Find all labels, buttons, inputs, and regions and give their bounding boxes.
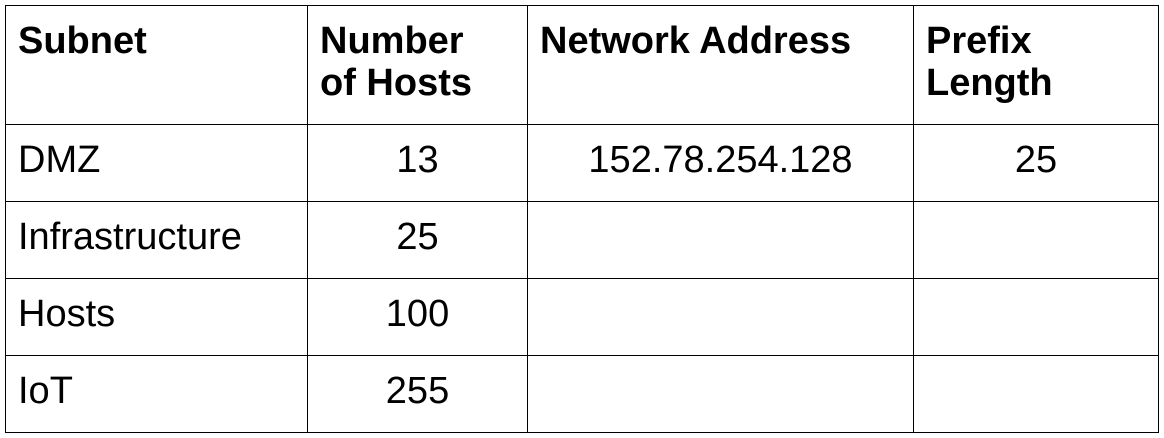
cell-hosts: 13 xyxy=(307,124,528,202)
cell-hosts: 25 xyxy=(307,201,528,279)
table-row: IoT 255 xyxy=(5,355,1159,433)
table-row: Hosts 100 xyxy=(5,278,1159,356)
header-hosts-line-1: Number xyxy=(320,20,464,62)
cell-prefix-length xyxy=(913,278,1159,356)
cell-prefix-length xyxy=(913,355,1159,433)
cell-network-address xyxy=(527,278,914,356)
cell-hosts: 100 xyxy=(307,278,528,356)
header-hosts-line-2: of Hosts xyxy=(320,62,472,104)
header-subnet-label: Subnet xyxy=(18,20,147,62)
cell-prefix-length xyxy=(913,201,1159,279)
cell-subnet: Infrastructure xyxy=(5,201,308,279)
header-network-address: Network Address xyxy=(527,5,914,125)
header-subnet: Subnet xyxy=(5,5,308,125)
header-prefix-line-1: Prefix xyxy=(926,20,1032,62)
subnet-table: Subnet Number of Hosts Network Address P… xyxy=(5,5,1159,433)
cell-subnet: DMZ xyxy=(5,124,308,202)
cell-prefix-length: 25 xyxy=(913,124,1159,202)
header-prefix-length: Prefix Length xyxy=(913,5,1159,125)
cell-subnet: Hosts xyxy=(5,278,308,356)
header-network-label: Network Address xyxy=(540,20,852,62)
table-row: DMZ 13 152.78.254.128 25 xyxy=(5,124,1159,202)
cell-subnet: IoT xyxy=(5,355,308,433)
header-row: Subnet Number of Hosts Network Address P… xyxy=(5,5,1159,125)
table-row: Infrastructure 25 xyxy=(5,201,1159,279)
header-prefix-line-2: Length xyxy=(926,62,1053,104)
cell-network-address xyxy=(527,355,914,433)
cell-network-address: 152.78.254.128 xyxy=(527,124,914,202)
cell-hosts: 255 xyxy=(307,355,528,433)
header-number-of-hosts: Number of Hosts xyxy=(307,5,528,125)
cell-network-address xyxy=(527,201,914,279)
